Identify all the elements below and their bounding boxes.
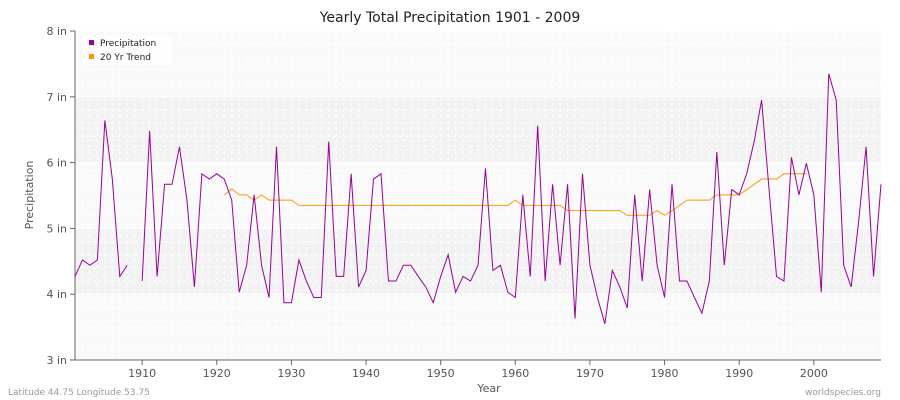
- series-lines: [74, 73, 882, 324]
- x-tick-label: 1920: [203, 367, 231, 380]
- series-line-trend: [223, 173, 807, 216]
- y-tick-label: 3 in: [46, 354, 67, 367]
- legend-label-precipitation: Precipitation: [100, 39, 156, 49]
- legend: Precipitation 20 Yr Trend: [83, 35, 171, 65]
- footer-location: Latitude 44.75 Longitude 53.75: [8, 388, 150, 398]
- y-tick-label: 7 in: [46, 91, 67, 104]
- y-axis-label: Precipitation: [23, 161, 36, 230]
- x-tick-label: 1960: [501, 367, 529, 380]
- series-line-precipitation: [141, 73, 882, 324]
- legend-box: [83, 35, 171, 65]
- x-tick-label: 1930: [277, 367, 305, 380]
- legend-label-trend: 20 Yr Trend: [100, 53, 151, 63]
- x-tick-label: 1940: [352, 367, 380, 380]
- y-tick-label: 5 in: [46, 222, 67, 235]
- x-tick-label: 1980: [651, 367, 679, 380]
- y-tick-label: 4 in: [46, 288, 67, 301]
- footer-source: worldspecies.org: [805, 388, 881, 398]
- x-axis-label: Year: [476, 382, 501, 395]
- x-tick-label: 1990: [725, 367, 753, 380]
- x-tick-label: 1970: [576, 367, 604, 380]
- grid-lines: [74, 30, 882, 361]
- x-tick-label: 1910: [128, 367, 156, 380]
- axes: [70, 30, 881, 365]
- tick-labels: 3 in 4 in 5 in 6 in 7 in 8 in 1910 1920 1930 1940…: [46, 25, 827, 380]
- legend-swatch-trend: [89, 54, 94, 59]
- x-tick-label: 1950: [427, 367, 455, 380]
- x-tick-label: 2000: [800, 367, 828, 380]
- y-tick-label: 6 in: [46, 157, 67, 170]
- legend-swatch-precipitation: [89, 40, 94, 45]
- y-tick-label: 8 in: [46, 25, 67, 38]
- series-line-precipitation: [74, 120, 128, 278]
- chart-title: Yearly Total Precipitation 1901 - 2009: [319, 10, 581, 26]
